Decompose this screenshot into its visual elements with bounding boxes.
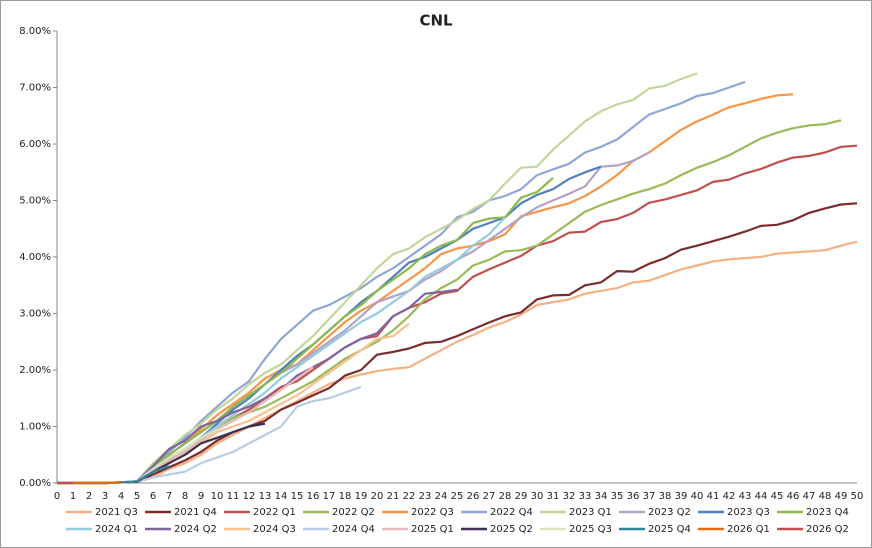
x-tick-label: 3 — [102, 491, 108, 502]
x-tick-label: 10 — [211, 491, 224, 502]
legend-label: 2022 Q3 — [411, 507, 454, 518]
x-tick-label: 30 — [531, 491, 544, 502]
x-tick-label: 38 — [659, 491, 672, 502]
x-tick-label: 46 — [787, 491, 800, 502]
x-tick-label: 7 — [166, 491, 172, 502]
series-line — [57, 240, 858, 485]
x-tick-label: 29 — [515, 491, 528, 502]
legend-label: 2023 Q4 — [806, 507, 849, 518]
legend-label: 2022 Q2 — [332, 507, 375, 518]
legend-label: 2022 Q1 — [253, 507, 296, 518]
x-tick-label: 17 — [323, 491, 336, 502]
legend-label: 2023 Q3 — [727, 507, 770, 518]
x-tick-label: 4 — [118, 491, 124, 502]
x-tick-label: 11 — [227, 491, 240, 502]
legend-label: 2023 Q1 — [569, 507, 612, 518]
y-tick-label: 5.00% — [19, 196, 51, 207]
x-tick-label: 0 — [54, 491, 60, 502]
legend-label: 2026 Q2 — [806, 524, 849, 535]
y-tick-label: 8.00% — [19, 26, 51, 37]
x-tick-label: 36 — [627, 491, 640, 502]
x-tick-label: 35 — [611, 491, 624, 502]
x-tick-label: 22 — [403, 491, 416, 502]
x-tick-label: 37 — [643, 491, 656, 502]
legend-label: 2022 Q4 — [490, 507, 533, 518]
legend-label: 2024 Q1 — [95, 524, 138, 535]
legend-label: 2025 Q1 — [411, 524, 454, 535]
x-tick-label: 12 — [243, 491, 256, 502]
x-tick-label: 39 — [675, 491, 688, 502]
x-tick-label: 32 — [563, 491, 576, 502]
x-tick-label: 50 — [851, 491, 864, 502]
x-tick-label: 48 — [819, 491, 832, 502]
x-tick-label: 16 — [307, 491, 320, 502]
x-tick-label: 40 — [691, 491, 704, 502]
x-tick-label: 33 — [579, 491, 592, 502]
x-tick-label: 18 — [339, 491, 352, 502]
x-tick-label: 41 — [707, 491, 720, 502]
y-tick-label: 4.00% — [19, 252, 51, 263]
x-tick-label: 27 — [483, 491, 496, 502]
x-tick-label: 45 — [771, 491, 784, 502]
y-tick-label: 3.00% — [19, 309, 51, 320]
series-line — [57, 80, 746, 485]
x-tick-label: 49 — [835, 491, 848, 502]
legend-label: 2025 Q3 — [569, 524, 612, 535]
y-tick-label: 1.00% — [19, 422, 51, 433]
legend-label: 2024 Q2 — [174, 524, 217, 535]
x-tick-label: 24 — [435, 491, 448, 502]
x-tick-label: 26 — [467, 491, 480, 502]
y-tick-label: 0.00% — [19, 478, 51, 489]
x-tick-label: 21 — [387, 491, 400, 502]
x-tick-label: 23 — [419, 491, 432, 502]
legend-label: 2025 Q2 — [490, 524, 533, 535]
x-tick-label: 47 — [803, 491, 816, 502]
legend-label: 2025 Q4 — [648, 524, 691, 535]
x-tick-label: 14 — [275, 491, 288, 502]
x-tick-label: 20 — [371, 491, 384, 502]
x-tick-label: 1 — [70, 491, 76, 502]
y-tick-label: 2.00% — [19, 365, 51, 376]
chart-title: CNL — [419, 12, 453, 30]
x-tick-label: 34 — [595, 491, 608, 502]
x-tick-label: 28 — [499, 491, 512, 502]
legend-label: 2023 Q2 — [648, 507, 691, 518]
x-tick-label: 42 — [723, 491, 736, 502]
legend-label: 2024 Q4 — [332, 524, 375, 535]
legend-label: 2021 Q4 — [174, 507, 217, 518]
x-tick-label: 43 — [739, 491, 752, 502]
x-tick-label: 2 — [86, 491, 92, 502]
x-tick-label: 9 — [198, 491, 204, 502]
x-tick-label: 25 — [451, 491, 464, 502]
x-tick-label: 31 — [547, 491, 560, 502]
x-tick-label: 15 — [291, 491, 304, 502]
y-tick-label: 6.00% — [19, 139, 51, 150]
x-tick-label: 19 — [355, 491, 368, 502]
y-tick-label: 7.00% — [19, 83, 51, 94]
legend-label: 2024 Q3 — [253, 524, 296, 535]
x-tick-label: 6 — [150, 491, 156, 502]
legend-label: 2026 Q1 — [727, 524, 770, 535]
x-tick-label: 44 — [755, 491, 768, 502]
x-tick-label: 5 — [134, 491, 140, 502]
legend-label: 2021 Q3 — [95, 507, 138, 518]
x-tick-label: 13 — [259, 491, 272, 502]
x-tick-label: 8 — [182, 491, 188, 502]
series-line — [57, 202, 858, 485]
